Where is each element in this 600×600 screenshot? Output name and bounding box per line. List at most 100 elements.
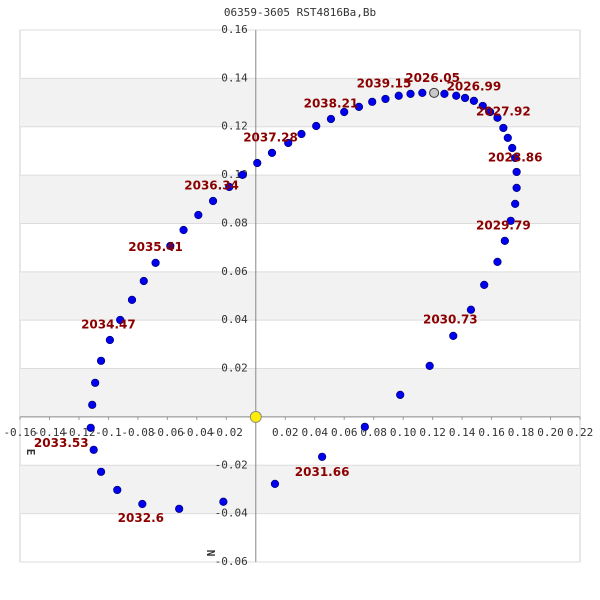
- orbit-point: [449, 331, 458, 341]
- orbit-point: [360, 422, 369, 431]
- x-tick-label: 0.06: [331, 426, 358, 439]
- y-tick-label: -0.04: [215, 507, 248, 520]
- y-tick-label: 0.14: [221, 71, 248, 84]
- x-tick-label: 0.12: [419, 426, 446, 439]
- x-tick-label: -0.02: [210, 426, 243, 439]
- orbit-point: [116, 315, 125, 325]
- grid-band: [20, 175, 580, 224]
- epoch-label: 2026.99: [447, 79, 502, 93]
- y-tick-label: 0.04: [221, 313, 248, 326]
- orbit-point: [86, 423, 95, 432]
- x-tick-label: 0.10: [390, 426, 417, 439]
- epoch-label: 2034.47: [81, 318, 136, 332]
- orbit-point: [89, 445, 98, 454]
- epoch-label: 2026.05: [405, 71, 460, 85]
- orbit-point: [466, 305, 476, 314]
- epoch-label: 2036.34: [184, 178, 239, 192]
- orbit-point: [493, 113, 502, 122]
- orbit-point: [139, 276, 148, 286]
- orbit-point: [381, 94, 390, 104]
- orbit-point: [511, 199, 520, 208]
- y-tick-label: 0.16: [221, 23, 248, 36]
- orbit-point: [486, 107, 495, 117]
- epoch-label: 2029.79: [476, 218, 531, 232]
- epoch-label: 2032.6: [118, 511, 164, 525]
- y-tick-label: -0.02: [215, 458, 248, 471]
- orbit-point: [396, 390, 405, 400]
- orbit-point: [127, 295, 137, 304]
- orbit-point: [238, 170, 247, 179]
- x-tick-label: 0.16: [478, 426, 505, 439]
- x-tick-label: 0.02: [272, 426, 299, 439]
- chart-title: 06359-3605 RST4816Ba,Bb: [224, 6, 376, 19]
- orbit-point: [138, 499, 147, 509]
- y-tick-label: 0.12: [221, 120, 248, 133]
- epoch-label: 2038.21: [304, 96, 359, 110]
- orbit-point: [460, 93, 470, 103]
- orbit-point: [406, 89, 415, 98]
- x-tick-label: 0.04: [301, 426, 328, 439]
- orbit-point: [440, 89, 449, 98]
- grid-band: [20, 271, 580, 321]
- x-tick-label: -0.14: [33, 426, 66, 439]
- orbit-point: [500, 236, 509, 245]
- orbit-point: [511, 153, 520, 163]
- orbit-point: [105, 335, 114, 345]
- x-tick-label: -0.16: [3, 426, 36, 439]
- y-tick-label: 0.08: [221, 216, 248, 229]
- orbit-point: [493, 257, 502, 267]
- x-tick-label: 0.14: [449, 426, 476, 439]
- orbit-point: [425, 361, 434, 370]
- epoch-label: 2037.28: [243, 130, 298, 144]
- orbit-point: [225, 182, 234, 192]
- epoch-label: 2031.66: [295, 465, 350, 479]
- grid-band: [20, 78, 580, 127]
- orbit-point: [297, 129, 306, 139]
- epoch-label: 2033.53: [34, 436, 89, 450]
- y-axis-label: N: [204, 550, 217, 557]
- epoch-label: 2035.41: [128, 240, 183, 254]
- orbit-point: [270, 479, 280, 488]
- orbit-point: [394, 91, 403, 100]
- orbit-point: [452, 91, 461, 100]
- x-tick-label: -0.08: [121, 426, 154, 439]
- orbit-point: [512, 183, 521, 193]
- x-tick-label: 0.22: [567, 426, 594, 439]
- orbit-point: [318, 452, 327, 461]
- orbit-point: [480, 280, 489, 289]
- x-tick-label: -0.06: [151, 426, 184, 439]
- x-tick-label: -0.04: [180, 426, 213, 439]
- epoch-label: 2039.15: [357, 76, 412, 90]
- orbit-point: [508, 143, 517, 153]
- orbit-point: [267, 148, 277, 157]
- orbit-point: [418, 88, 427, 97]
- y-tick-label: 0.02: [221, 362, 248, 375]
- orbit-point: [284, 138, 293, 148]
- orbit-point: [175, 504, 184, 513]
- orbit-point: [208, 196, 218, 206]
- orbit-point: [478, 101, 487, 111]
- orbit-point: [151, 258, 160, 267]
- x-tick-label: 0.20: [537, 426, 564, 439]
- orbit-point: [469, 96, 478, 105]
- orbit-point: [253, 158, 262, 168]
- orbit-point: [113, 485, 122, 495]
- orbit-point: [91, 378, 100, 387]
- orbit-point: [354, 102, 364, 111]
- orbit-point: [512, 167, 521, 177]
- orbit-point: [219, 497, 228, 506]
- primary-star: [249, 410, 262, 423]
- epoch-label: 2028.86: [488, 151, 543, 165]
- orbit-point: [312, 121, 321, 131]
- x-axis-label: E: [24, 449, 37, 456]
- orbit-point: [166, 241, 175, 251]
- grid-band: [20, 368, 580, 417]
- epoch-label: 2030.73: [423, 313, 478, 327]
- orbit-point: [179, 225, 188, 235]
- orbit-point: [368, 97, 377, 106]
- x-tick-label: 0.18: [508, 426, 535, 439]
- orbit-point: [96, 356, 106, 365]
- y-tick-label: -0.06: [215, 555, 248, 568]
- current-position: [429, 87, 440, 98]
- orbit-point: [340, 107, 349, 117]
